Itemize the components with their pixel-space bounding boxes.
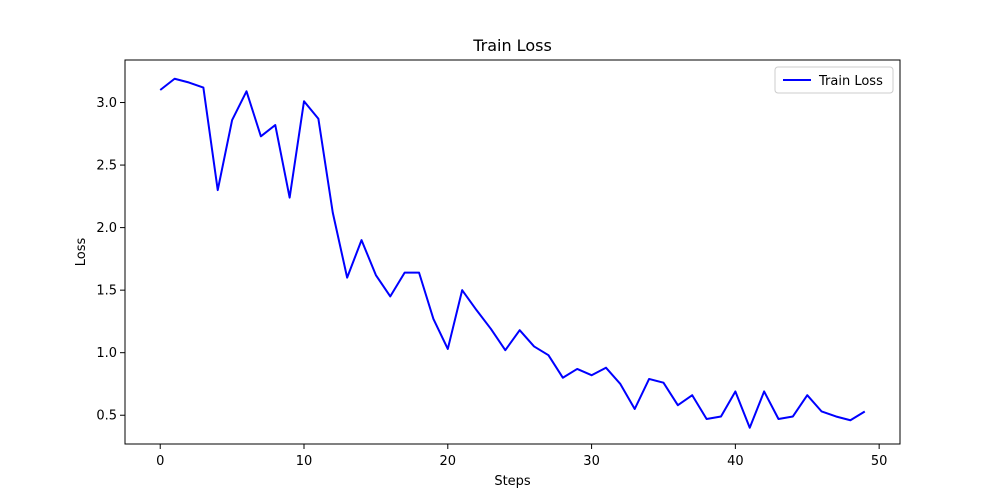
y-tick-label: 2.5 xyxy=(96,159,117,174)
series-layer xyxy=(159,77,866,429)
x-tick-label: 30 xyxy=(583,454,600,469)
chart-title: Train Loss xyxy=(472,36,552,55)
y-tick-label: 1.0 xyxy=(96,346,117,361)
y-tick-label: 2.0 xyxy=(96,221,117,236)
x-axis-title: Steps xyxy=(494,474,531,489)
series-line-train-loss xyxy=(159,77,866,429)
x-axis-ticks: 0 10 20 30 40 50 xyxy=(156,444,887,469)
legend-box xyxy=(774,66,894,94)
x-tick-label: 0 xyxy=(156,454,164,469)
legend: Train Loss xyxy=(774,66,894,94)
y-axis-ticks: 0.5 1.0 1.5 2.0 2.5 3.0 xyxy=(96,96,125,424)
y-tick-label: 0.5 xyxy=(96,409,117,424)
legend-label-train-loss: Train Loss xyxy=(818,74,883,89)
y-tick-label: 1.5 xyxy=(96,284,117,299)
plot-frame xyxy=(124,59,901,445)
y-tick-label: 3.0 xyxy=(96,96,117,111)
x-tick-label: 50 xyxy=(871,454,888,469)
x-tick-label: 20 xyxy=(440,454,457,469)
y-axis-title: Loss xyxy=(74,238,89,267)
x-tick-label: 40 xyxy=(727,454,744,469)
x-tick-label: 10 xyxy=(296,454,313,469)
plot-area xyxy=(125,60,900,444)
